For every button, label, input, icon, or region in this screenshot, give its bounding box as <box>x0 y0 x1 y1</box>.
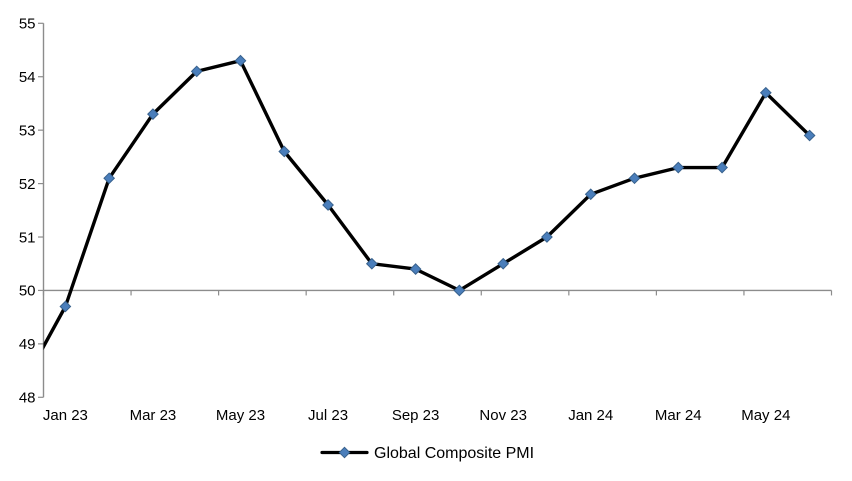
x-tick-label: Mar 24 <box>655 407 702 424</box>
y-axis: 48 49 50 51 52 53 54 55 <box>19 16 45 407</box>
x-tick-label: May 23 <box>216 407 265 424</box>
y-tick-label: 52 <box>19 176 36 193</box>
data-point-marker <box>278 145 291 158</box>
legend-label: Global Composite PMI <box>374 445 534 462</box>
y-tick-label: 50 <box>19 283 36 300</box>
data-point-marker <box>322 199 334 211</box>
x-axis: Jan 23 Mar 23 May 23 Jul 23 Sep 23 Nov 23 Jan … <box>43 289 833 424</box>
y-tick-label: 53 <box>19 122 36 139</box>
data-point-marker <box>234 54 247 67</box>
x-tick-label: Jul 23 <box>308 407 348 424</box>
data-point-marker <box>453 284 466 297</box>
data-point-marker <box>584 188 597 201</box>
y-tick-label: 55 <box>19 16 36 33</box>
x-tick-label: Sep 23 <box>392 407 440 424</box>
legend-diamond-icon <box>338 446 351 459</box>
y-tick-label: 49 <box>19 336 36 353</box>
data-point-marker <box>365 257 378 270</box>
x-tick-label: Mar 23 <box>130 407 177 424</box>
data-point-marker <box>803 129 816 142</box>
data-point-marker <box>628 172 641 185</box>
y-tick-label: 51 <box>19 229 36 246</box>
data-point-marker <box>759 86 772 99</box>
x-tick-label: Jan 23 <box>43 407 88 424</box>
series-line <box>43 59 812 351</box>
x-tick-label: May 24 <box>741 407 790 424</box>
x-tick-label: Nov 23 <box>479 407 527 424</box>
data-point-marker <box>672 161 685 174</box>
data-point-marker <box>147 108 159 121</box>
series-global-composite-pmi <box>43 54 816 351</box>
y-tick-label: 48 <box>19 390 36 407</box>
legend: Global Composite PMI <box>320 445 534 462</box>
data-point-marker <box>541 231 553 243</box>
x-tick-label: Jan 24 <box>568 407 613 424</box>
data-point-marker <box>409 263 422 275</box>
data-point-marker <box>190 65 203 78</box>
data-point-marker <box>59 300 72 313</box>
data-point-marker <box>497 257 510 270</box>
y-tick-label: 54 <box>19 69 36 86</box>
data-point-marker <box>103 172 116 185</box>
data-point-marker <box>716 161 728 174</box>
